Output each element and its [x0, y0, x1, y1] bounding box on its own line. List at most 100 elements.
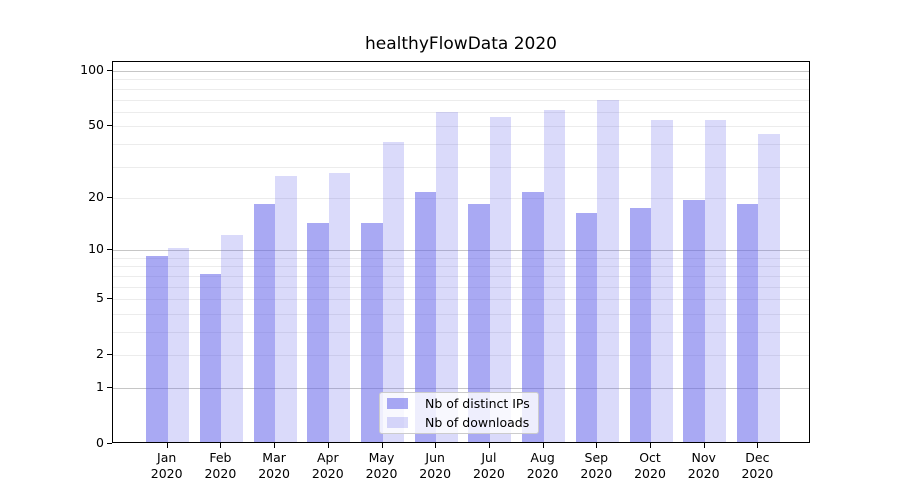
- bar-distinct-ips-jan: [146, 255, 168, 442]
- bar-distinct-ips-dec: [736, 204, 759, 442]
- gridline-minor-3: [113, 332, 809, 333]
- bar-distinct-ips-jul: [468, 204, 490, 442]
- x-tick-label-dec: Dec 2020: [717, 450, 797, 482]
- x-tick-jun: [435, 443, 437, 448]
- chart-title: healthyFlowData 2020: [365, 34, 557, 54]
- x-tick-year-nov: 2020: [687, 466, 720, 481]
- x-tick-month-aug: Aug: [530, 450, 555, 465]
- x-tick-label-oct: Oct 2020: [610, 450, 690, 482]
- x-tick-label-jan: Jan 2020: [127, 450, 207, 482]
- legend-swatch-distinct-ips: [387, 398, 408, 409]
- x-tick-year-apr: 2020: [311, 466, 344, 481]
- y-tick-100: [107, 70, 112, 71]
- x-tick-jan: [166, 443, 168, 448]
- bar-distinct-ips-feb: [199, 273, 222, 442]
- gridline-minor-6: [113, 286, 809, 288]
- bar-distinct-ips-sep: [575, 213, 598, 442]
- x-tick-month-oct: Oct: [639, 450, 661, 465]
- y-tick-label-20: 20: [88, 188, 104, 204]
- legend-item-downloads: Nb of downloads: [387, 414, 538, 431]
- gridline-minor-70: [113, 99, 809, 101]
- bar-downloads-aug: [543, 109, 566, 442]
- gridline-minor-5: [113, 299, 809, 301]
- x-tick-apr: [327, 443, 329, 448]
- y-tick-label-10: 10: [88, 241, 104, 257]
- x-tick-year-oct: 2020: [634, 466, 666, 481]
- x-tick-label-aug: Aug 2020: [503, 450, 583, 482]
- x-tick-year-sep: 2020: [580, 466, 613, 481]
- y-tick-label-1: 1: [96, 379, 104, 394]
- bar-distinct-ips-may: [361, 223, 383, 442]
- y-tick-label-100: 100: [80, 62, 104, 77]
- gridline-minor-50: [113, 126, 809, 128]
- y-tick-label-50: 50: [88, 117, 104, 133]
- bar-downloads-mar: [275, 175, 297, 442]
- y-tick-label-0: 0: [96, 435, 104, 450]
- y-tick-label-2: 2: [96, 346, 104, 362]
- x-tick-year-dec: 2020: [741, 466, 774, 481]
- gridline-minor-7: [113, 275, 809, 277]
- bar-downloads-sep: [597, 99, 619, 442]
- x-tick-label-jun: Jun 2020: [395, 450, 475, 482]
- y-tick-2: [107, 354, 112, 356]
- bar-distinct-ips-jun: [414, 192, 437, 442]
- legend-swatch-downloads: [387, 417, 408, 428]
- x-tick-month-dec: Dec: [745, 450, 770, 465]
- gridline-minor-2: [113, 355, 809, 357]
- x-tick-aug: [542, 443, 544, 448]
- x-tick-year-feb: 2020: [204, 466, 237, 481]
- x-tick-month-feb: Feb: [209, 450, 232, 465]
- gridline-minor-90: [113, 79, 809, 81]
- bar-downloads-jun: [436, 112, 458, 442]
- y-tick-50: [107, 125, 112, 127]
- bar-downloads-feb: [221, 234, 243, 442]
- bar-downloads-dec: [758, 134, 780, 442]
- legend-label-downloads: Nb of downloads: [425, 415, 530, 430]
- gridline-major-100: [113, 71, 809, 72]
- x-tick-month-jul: Jul: [481, 450, 497, 465]
- gridline-minor-20: [113, 197, 809, 199]
- x-tick-month-jan: Jan: [157, 450, 177, 465]
- gridline-minor-8: [113, 266, 809, 268]
- bar-distinct-ips-aug: [522, 192, 544, 442]
- y-tick-5: [107, 298, 112, 300]
- bar-downloads-may: [382, 141, 404, 442]
- gridline-major-1: [113, 388, 809, 389]
- bar-distinct-ips-nov: [683, 199, 705, 442]
- x-tick-year-aug: 2020: [526, 466, 559, 481]
- x-tick-label-mar: Mar 2020: [234, 450, 314, 482]
- bar-downloads-jan: [167, 248, 190, 442]
- gridline-major-10: [113, 250, 809, 252]
- bar-distinct-ips-mar: [253, 204, 276, 442]
- gridline-minor-60: [113, 111, 809, 113]
- x-tick-label-may: May 2020: [342, 450, 422, 482]
- legend-item-distinct-ips: Nb of distinct IPs: [387, 395, 538, 412]
- x-tick-year-jan: 2020: [150, 466, 183, 481]
- plot-area: [112, 61, 810, 443]
- x-tick-sep: [596, 443, 598, 448]
- x-tick-nov: [703, 443, 705, 448]
- y-tick-1: [107, 387, 112, 388]
- bar-distinct-ips-oct: [629, 208, 651, 442]
- x-tick-label-apr: Apr 2020: [288, 450, 368, 482]
- x-tick-label-feb: Feb 2020: [180, 450, 260, 482]
- y-tick-10: [107, 249, 112, 251]
- gridline-minor-9: [113, 257, 809, 259]
- x-tick-may: [381, 443, 383, 448]
- legend-label-distinct-ips: Nb of distinct IPs: [425, 396, 530, 411]
- x-tick-year-jul: 2020: [472, 466, 505, 481]
- y-tick-label-5: 5: [96, 290, 104, 306]
- bar-downloads-oct: [651, 119, 673, 442]
- bar-distinct-ips-apr: [307, 223, 329, 442]
- x-tick-month-may: May: [368, 450, 395, 465]
- x-tick-label-nov: Nov 2020: [664, 450, 744, 482]
- x-tick-oct: [650, 443, 651, 448]
- gridline-minor-40: [113, 143, 809, 145]
- x-tick-month-apr: Apr: [316, 450, 339, 465]
- x-tick-year-mar: 2020: [258, 466, 290, 481]
- gridline-minor-30: [113, 166, 809, 168]
- bar-downloads-nov: [704, 119, 727, 442]
- bar-downloads-apr: [328, 172, 351, 442]
- x-tick-year-may: 2020: [365, 466, 398, 481]
